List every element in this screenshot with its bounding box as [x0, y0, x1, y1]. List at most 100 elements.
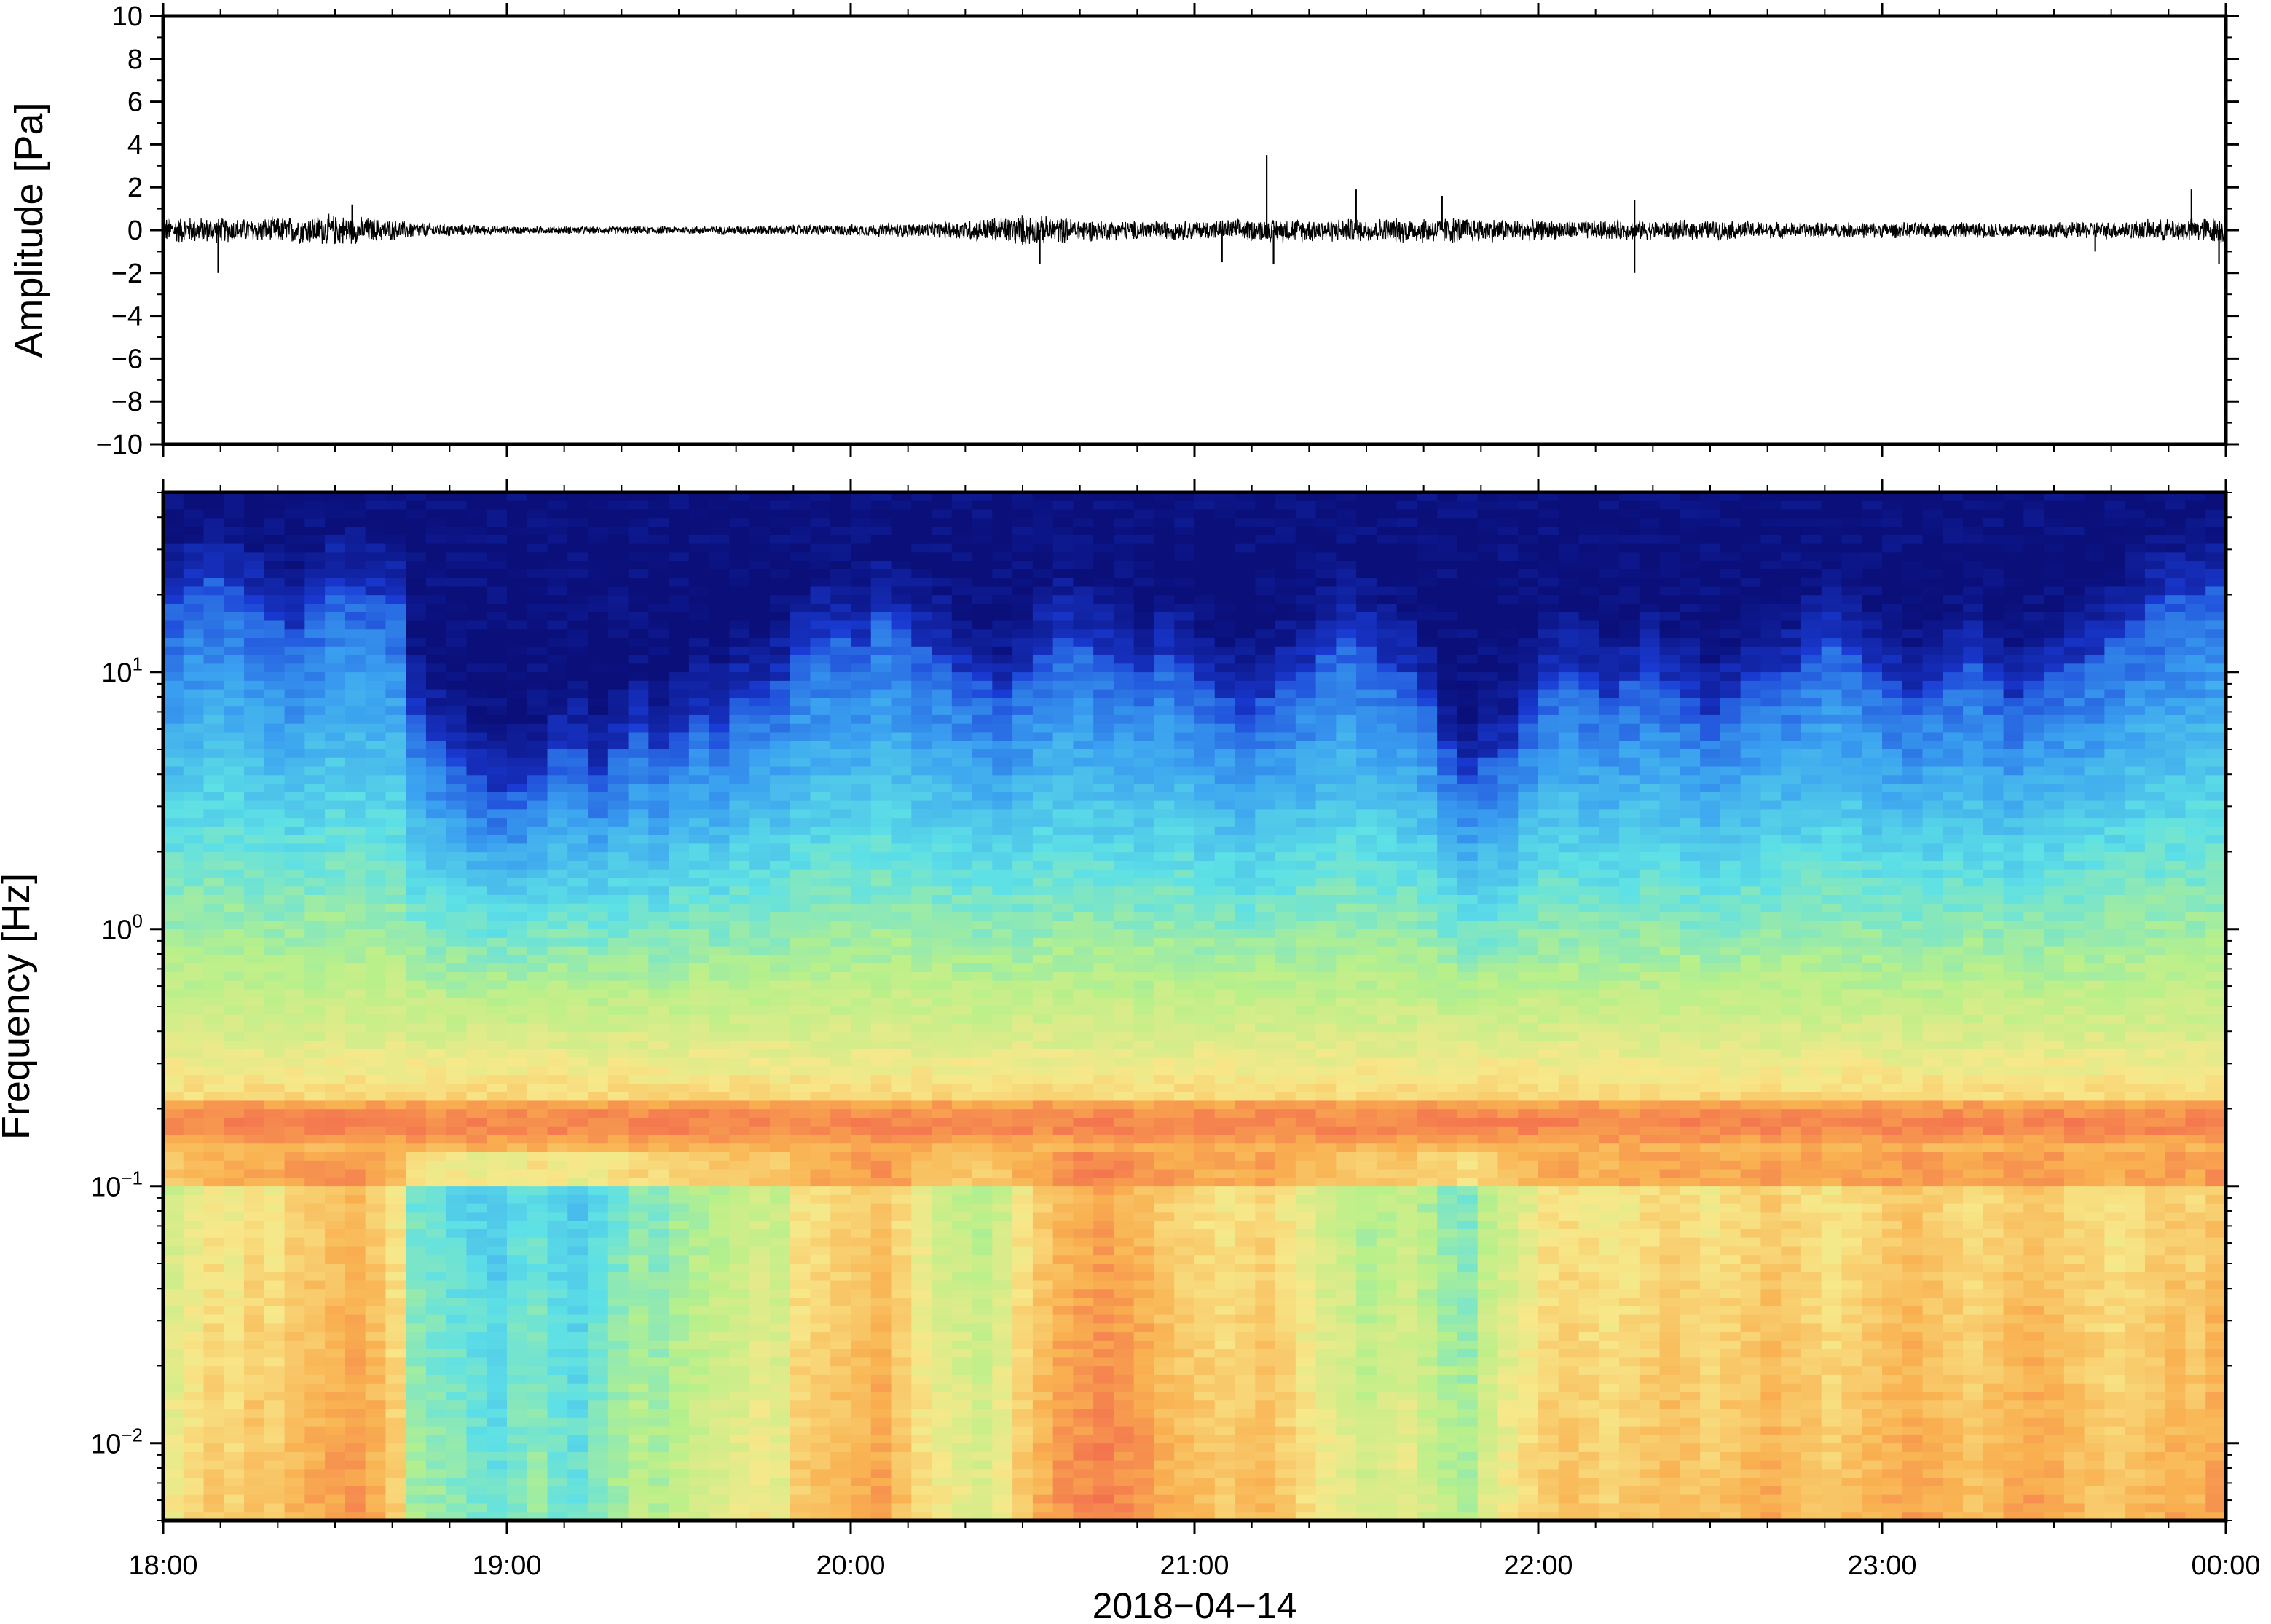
- spectrogram-cell: [385, 1314, 406, 1325]
- spectrogram-cell: [425, 912, 447, 922]
- spectrogram-cell: [446, 1289, 468, 1298]
- spectrogram-cell: [203, 1246, 225, 1256]
- spectrogram-cell: [709, 809, 731, 819]
- spectrogram-cell: [851, 1203, 872, 1213]
- spectrogram-cell: [446, 937, 468, 947]
- spectrogram-cell: [203, 946, 225, 956]
- spectrogram-cell: [385, 1503, 406, 1513]
- spectrogram-cell: [951, 620, 973, 631]
- spectrogram-cell: [507, 1383, 528, 1393]
- spectrogram-cell: [507, 1374, 528, 1384]
- spectrogram-cell: [851, 1512, 872, 1521]
- spectrogram-cell: [891, 509, 913, 519]
- spectrogram-cell: [911, 527, 932, 536]
- spectrogram-cell: [628, 586, 650, 596]
- spectrogram-cell: [466, 749, 488, 759]
- spectrogram-cell: [406, 826, 427, 836]
- spectrogram-cell: [588, 775, 609, 784]
- spectrogram-cell: [951, 1237, 973, 1247]
- spectrogram-cell: [163, 1135, 184, 1145]
- spectrogram-cell: [851, 1160, 872, 1170]
- spectrogram-cell: [688, 1332, 710, 1341]
- spectrogram-cell: [688, 629, 710, 639]
- spectrogram-cell: [365, 912, 387, 922]
- spectrogram-cell: [406, 1066, 427, 1076]
- spectrogram-cell: [648, 1392, 669, 1402]
- spectrogram-cell: [932, 1255, 953, 1264]
- spectrogram-cell: [749, 757, 771, 768]
- spectrogram-cell: [385, 955, 406, 964]
- spectrogram-cell: [507, 586, 528, 596]
- spectrogram-cell: [810, 1255, 832, 1264]
- spectrogram-cell: [588, 1340, 609, 1350]
- spectrogram-cell: [911, 1032, 932, 1041]
- spectrogram-cell: [688, 1426, 710, 1436]
- spectrogram-cell: [588, 1057, 609, 1068]
- spectrogram-cell: [385, 1229, 406, 1239]
- spectrogram-cell: [911, 1109, 932, 1119]
- spectrogram-cell: [425, 655, 447, 665]
- spectrogram-cell: [345, 946, 366, 956]
- spectrogram-cell: [385, 1332, 406, 1341]
- spectrogram-cell: [183, 741, 205, 750]
- spectrogram-cell: [749, 1152, 771, 1162]
- spectrogram-cell: [749, 1075, 771, 1084]
- spectrogram-cell: [325, 706, 346, 716]
- spectrogram-cell: [790, 1298, 811, 1307]
- spectrogram-cell: [406, 766, 427, 776]
- spectrogram-cell: [911, 1246, 932, 1256]
- spectrogram-cell: [729, 1451, 750, 1462]
- spectrogram-cell: [345, 1469, 366, 1478]
- spectrogram-cell: [163, 663, 184, 673]
- spectrogram-cell: [972, 603, 993, 613]
- spectrogram-cell: [264, 509, 286, 519]
- spectrogram-cell: [487, 1357, 508, 1367]
- spectrogram-cell: [567, 1109, 589, 1119]
- spectrogram-cell: [304, 1469, 326, 1478]
- spectrogram-cell: [830, 612, 851, 622]
- spectrogram-cell: [688, 1203, 710, 1213]
- spectrogram-cell: [365, 921, 387, 930]
- spectrogram-cell: [749, 535, 771, 545]
- spectrogram-cell: [446, 1126, 468, 1136]
- spectrogram-cell: [446, 1117, 468, 1127]
- spectrogram-cell: [588, 1229, 609, 1239]
- spectrogram-cell: [688, 586, 710, 596]
- spectrogram-cell: [567, 1298, 589, 1307]
- spectrogram-cell: [224, 895, 245, 904]
- spectrogram-cell: [425, 826, 447, 836]
- spectrogram-cell: [365, 818, 387, 827]
- spectrogram-cell: [891, 775, 913, 784]
- spectrogram-cell: [749, 1117, 771, 1127]
- spectrogram-cell: [466, 946, 488, 956]
- spectrogram-cell: [446, 809, 468, 819]
- spectrogram-cell: [224, 1126, 245, 1136]
- spectrogram-cell: [183, 971, 205, 982]
- spectrogram-cell: [851, 706, 872, 716]
- spectrogram-cell: [365, 1041, 387, 1050]
- spectrogram-cell: [183, 595, 205, 604]
- spectrogram-cell: [406, 852, 427, 862]
- spectrogram-cell: [203, 1323, 225, 1333]
- spectrogram-cell: [325, 500, 346, 511]
- spectrogram-cell: [507, 518, 528, 527]
- spectrogram-cell: [224, 818, 245, 827]
- spectrogram-cell: [466, 672, 488, 682]
- spectrogram-cell: [628, 1032, 650, 1041]
- spectrogram-cell: [203, 689, 225, 699]
- spectrogram-cell: [547, 663, 569, 673]
- spectrogram-cell: [870, 946, 892, 956]
- spectrogram-cell: [588, 595, 609, 604]
- spectrogram-cell: [264, 492, 286, 502]
- spectrogram-cell: [891, 1117, 913, 1127]
- spectrogram-cell: [244, 1014, 265, 1025]
- spectrogram-cell: [891, 698, 913, 707]
- spectrogram-cell: [264, 809, 286, 819]
- spectrogram-cell: [911, 1014, 932, 1025]
- spectrogram-cell: [769, 1280, 791, 1290]
- spectrogram-cell: [911, 843, 932, 853]
- spectrogram-cell: [648, 998, 669, 1007]
- spectrogram-cell: [769, 800, 791, 811]
- spectrogram-cell: [607, 1203, 629, 1213]
- spectrogram-cell: [224, 1409, 245, 1419]
